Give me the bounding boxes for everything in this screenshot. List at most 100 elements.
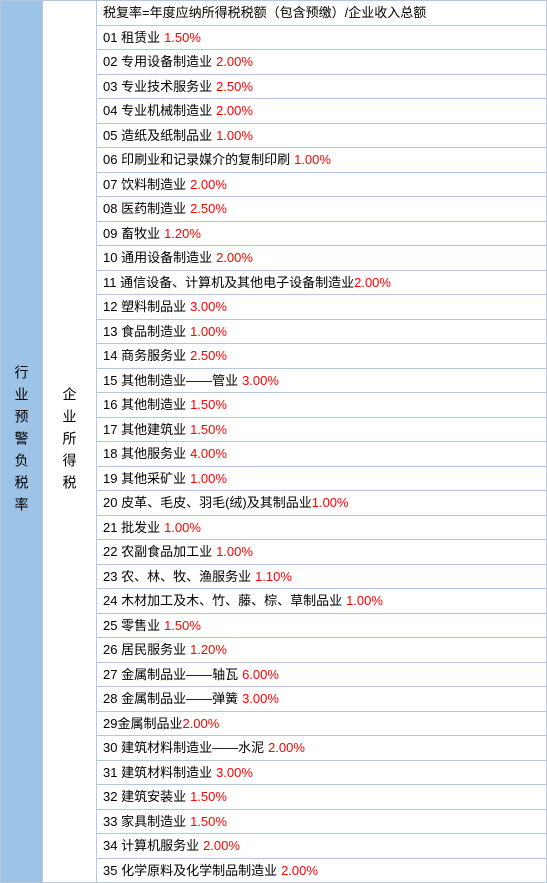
- row-label: 15 其他制造业——管业: [103, 371, 238, 391]
- row-rate: 2.50%: [190, 199, 227, 219]
- table-row: 04 专业机械制造业2.00%: [97, 98, 547, 123]
- table-row: 25 零售业1.50%: [97, 613, 547, 638]
- row-label: 35 化学原料及化学制品制造业: [103, 861, 277, 881]
- table-row: 08 医药制造业2.50%: [97, 196, 547, 221]
- row-rate: 1.00%: [190, 469, 227, 489]
- row-rate: 2.00%: [216, 52, 253, 72]
- table-row: 14 商务服务业2.50%: [97, 343, 547, 368]
- row-label: 03 专业技术服务业: [103, 77, 212, 97]
- row-label: 20 皮革、毛皮、羽毛(绒)及其制品业: [103, 493, 312, 513]
- row-label: 12 塑料制品业: [103, 297, 186, 317]
- row-rate: 2.00%: [182, 714, 219, 734]
- row-label: 31 建筑材料制造业: [103, 763, 212, 783]
- table-row: 10 通用设备制造业2.00%: [97, 245, 547, 270]
- row-rate: 1.00%: [164, 518, 201, 538]
- row-rate: 4.00%: [190, 444, 227, 464]
- row-label: 28 金属制品业——弹簧: [103, 689, 238, 709]
- sidebar-category-1: 行业预警负税率: [0, 0, 43, 883]
- table-container: 行业预警负税率 企业所得税 税复率=年度应纳所得税税额（包含预缴）/企业收入总额…: [0, 0, 547, 883]
- table-row: 18 其他服务业4.00%: [97, 441, 547, 466]
- row-label: 32 建筑安装业: [103, 787, 186, 807]
- table-row: 23 农、林、牧、渔服务业1.10%: [97, 564, 547, 589]
- table-row: 31 建筑材料制造业3.00%: [97, 760, 547, 785]
- row-rate: 2.00%: [281, 861, 318, 881]
- row-rate: 1.20%: [164, 224, 201, 244]
- row-rate: 2.00%: [268, 738, 305, 758]
- row-label: 01 租赁业: [103, 28, 160, 48]
- table-row: 20 皮革、毛皮、羽毛(绒)及其制品业1.00%: [97, 490, 547, 515]
- row-label: 30 建筑材料制造业——水泥: [103, 738, 264, 758]
- row-label: 27 金属制品业——轴瓦: [103, 665, 238, 685]
- row-rate: 2.00%: [354, 273, 391, 293]
- table-row: 21 批发业1.00%: [97, 515, 547, 540]
- table-row: 33 家具制造业1.50%: [97, 809, 547, 834]
- header-text: 税复率=年度应纳所得税税额（包含预缴）/企业收入总额: [103, 3, 426, 23]
- row-rate: 2.00%: [203, 836, 240, 856]
- row-label: 25 零售业: [103, 616, 160, 636]
- table-row: 09 畜牧业1.20%: [97, 221, 547, 246]
- row-label: 18 其他服务业: [103, 444, 186, 464]
- table-row: 17 其他建筑业1.50%: [97, 417, 547, 442]
- row-label: 11 通信设备、计算机及其他电子设备制造业: [103, 273, 354, 293]
- table-row: 27 金属制品业——轴瓦6.00%: [97, 662, 547, 687]
- row-rate: 2.00%: [216, 101, 253, 121]
- row-rate: 1.50%: [190, 395, 227, 415]
- table-row: 24 木材加工及木、竹、藤、棕、草制品业1.00%: [97, 588, 547, 613]
- row-label: 10 通用设备制造业: [103, 248, 212, 268]
- row-rate: 3.00%: [190, 297, 227, 317]
- table-row: 11 通信设备、计算机及其他电子设备制造业2.00%: [97, 270, 547, 295]
- table-row: 22 农副食品加工业1.00%: [97, 539, 547, 564]
- row-rate: 1.10%: [255, 567, 292, 587]
- row-label: 16 其他制造业: [103, 395, 186, 415]
- row-rate: 1.00%: [294, 150, 331, 170]
- row-rate: 3.00%: [216, 763, 253, 783]
- table-row: 28 金属制品业——弹簧3.00%: [97, 686, 547, 711]
- row-rate: 3.00%: [242, 371, 279, 391]
- table-row: 16 其他制造业1.50%: [97, 392, 547, 417]
- row-label: 23 农、林、牧、渔服务业: [103, 567, 251, 587]
- row-label: 17 其他建筑业: [103, 420, 186, 440]
- table-row: 35 化学原料及化学制品制造业2.00%: [97, 858, 547, 883]
- row-label: 34 计算机服务业: [103, 836, 199, 856]
- table-row: 30 建筑材料制造业——水泥2.00%: [97, 735, 547, 760]
- row-label: 14 商务服务业: [103, 346, 186, 366]
- row-label: 08 医药制造业: [103, 199, 186, 219]
- row-rate: 1.50%: [190, 787, 227, 807]
- row-rate: 1.50%: [164, 28, 201, 48]
- table-row: 13 食品制造业1.00%: [97, 319, 547, 344]
- row-rate: 1.50%: [164, 616, 201, 636]
- row-rate: 2.00%: [190, 175, 227, 195]
- row-label: 06 印刷业和记录媒介的复制印刷: [103, 150, 290, 170]
- row-rate: 2.50%: [190, 346, 227, 366]
- row-label: 13 食品制造业: [103, 322, 186, 342]
- table-row: 34 计算机服务业2.00%: [97, 833, 547, 858]
- row-rate: 2.50%: [216, 77, 253, 97]
- row-label: 26 居民服务业: [103, 640, 186, 660]
- row-rate: 1.00%: [312, 493, 349, 513]
- data-column: 税复率=年度应纳所得税税额（包含预缴）/企业收入总额 01 租赁业1.50%02…: [97, 0, 547, 883]
- table-row: 26 居民服务业1.20%: [97, 637, 547, 662]
- row-rate: 2.00%: [216, 248, 253, 268]
- table-row: 32 建筑安装业1.50%: [97, 784, 547, 809]
- sidebar-category-2: 企业所得税: [43, 0, 97, 883]
- row-rate: 3.00%: [242, 689, 279, 709]
- row-rate: 6.00%: [242, 665, 279, 685]
- table-row: 02 专用设备制造业2.00%: [97, 49, 547, 74]
- table-row: 19 其他采矿业1.00%: [97, 466, 547, 491]
- row-label: 29金属制品业: [103, 714, 182, 734]
- row-label: 19 其他采矿业: [103, 469, 186, 489]
- row-rate: 1.20%: [190, 640, 227, 660]
- row-rate: 1.00%: [190, 322, 227, 342]
- header-row: 税复率=年度应纳所得税税额（包含预缴）/企业收入总额: [97, 0, 547, 25]
- row-rate: 1.00%: [216, 126, 253, 146]
- table-row: 15 其他制造业——管业3.00%: [97, 368, 547, 393]
- row-label: 22 农副食品加工业: [103, 542, 212, 562]
- row-rate: 1.50%: [190, 812, 227, 832]
- row-rate: 1.00%: [216, 542, 253, 562]
- table-row: 07 饮料制造业2.00%: [97, 172, 547, 197]
- row-label: 33 家具制造业: [103, 812, 186, 832]
- row-label: 07 饮料制造业: [103, 175, 186, 195]
- table-row: 06 印刷业和记录媒介的复制印刷1.00%: [97, 147, 547, 172]
- row-rate: 1.50%: [190, 420, 227, 440]
- table-row: 12 塑料制品业3.00%: [97, 294, 547, 319]
